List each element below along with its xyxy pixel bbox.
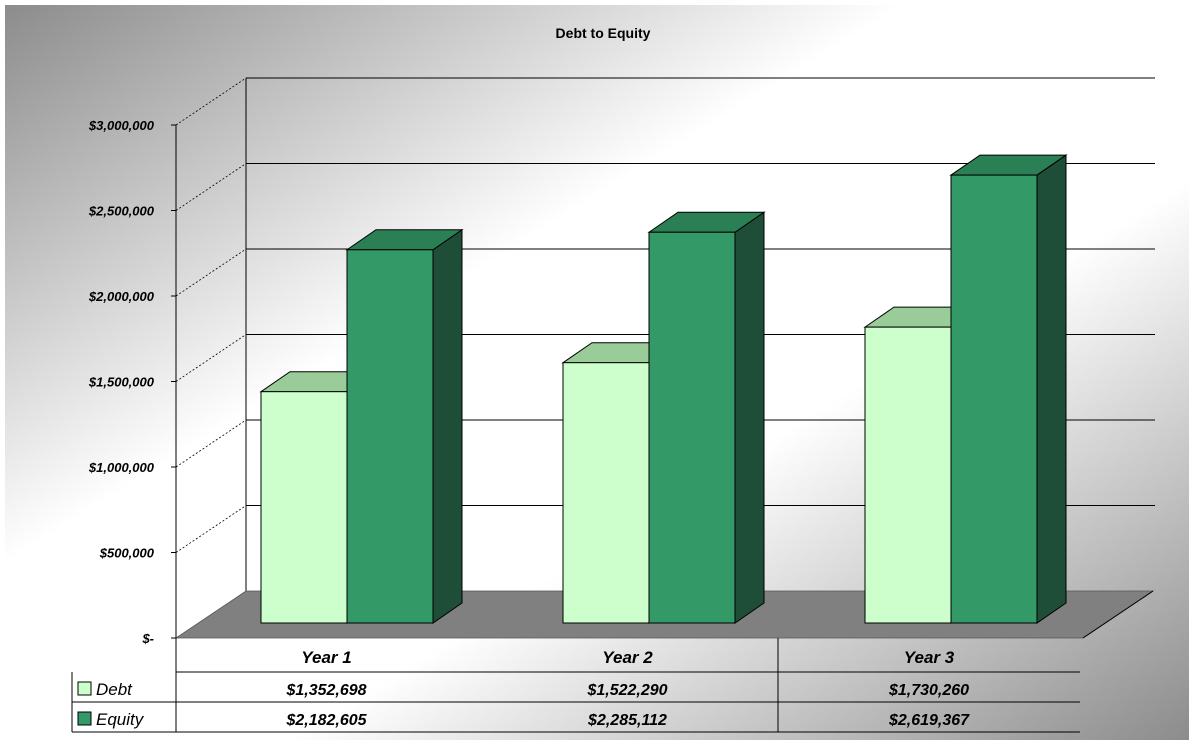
bar-equity-year-2 [647,211,766,624]
bar-side [734,211,765,624]
floor-right-edge [1082,590,1154,639]
legend-swatch [77,711,92,726]
chart-title: Debt to Equity [556,25,651,41]
bar-front [562,362,650,624]
legend-label: Equity [96,710,145,729]
data-label: $2,619,367 [888,712,970,729]
legend-swatch [77,681,92,696]
data-label: $1,522,290 [586,682,667,699]
legend-label: Debt [96,680,133,699]
bar-side [432,228,463,624]
bar-equity-year-3 [949,154,1068,624]
category-label: Year 2 [602,648,653,667]
y-tick-label: $500,000 [99,546,155,561]
y-tick-label: $2,000,000 [88,289,155,304]
y-tick-label: $1,500,000 [88,375,155,390]
y-tick-label: $3,000,000 [88,118,155,133]
category-label: Year 3 [904,648,955,667]
bar-front [260,391,348,624]
data-label: $1,352,698 [285,682,366,699]
bar-front [864,326,952,624]
bar-equity-year-1 [345,228,464,624]
y-axis: $- $500,000 $1,000,000 $1,500,000 $2,000,000… [88,118,177,646]
bar-front [648,231,736,624]
data-table: Year 1 Year 2 Year 3 Debt $1,352,698 $1,522,2… [71,638,1080,733]
category-label: Year 1 [301,648,351,667]
y-tick-label: $2,500,000 [88,204,155,219]
data-label: $1,730,260 [888,682,969,699]
bar-front [346,249,434,624]
data-label: $2,285,112 [587,712,667,729]
bars [259,154,1068,624]
bar-front [950,174,1038,624]
y-tick-label: $1,000,000 [88,460,155,475]
data-label: $2,182,605 [285,712,367,729]
y-tick-label: $- [141,631,154,646]
bar-side [1036,154,1067,624]
